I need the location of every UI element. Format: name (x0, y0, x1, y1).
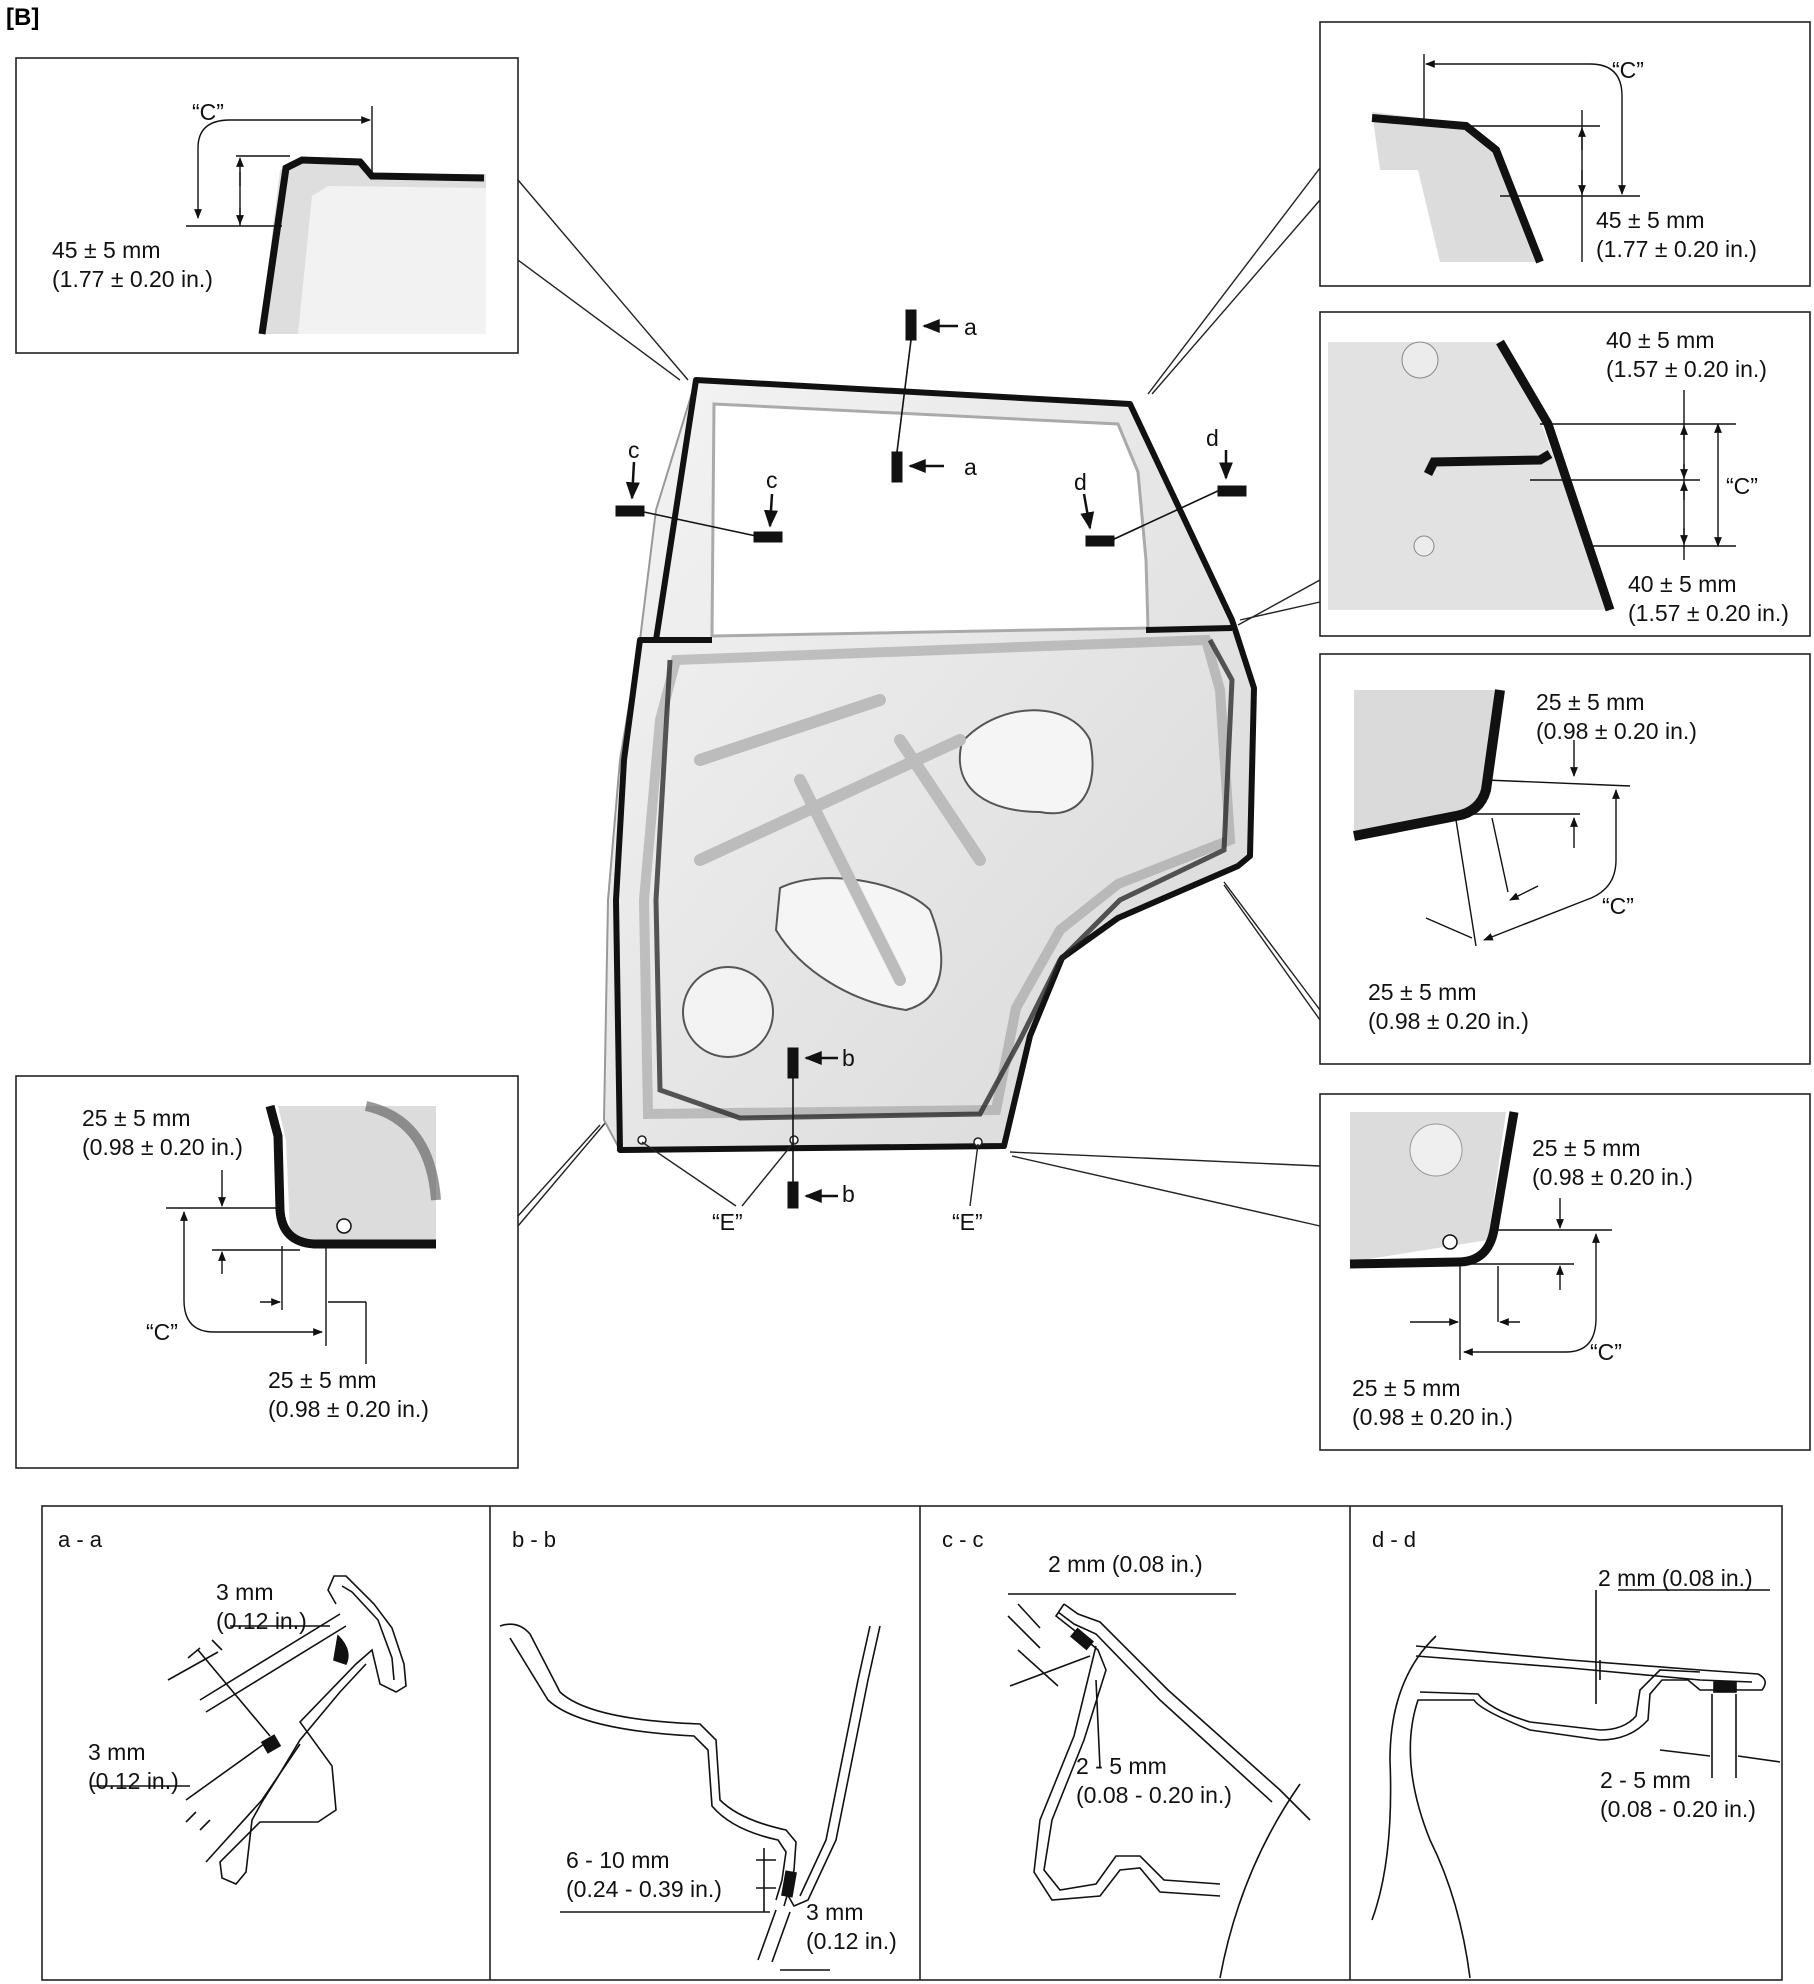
xsection-bb-art (499, 1623, 881, 1971)
detail-box-rear-corner (1319, 653, 1811, 1065)
callout-rear-corner-lower: 25 ± 5 mm (0.98 ± 0.20 in.) (1368, 979, 1529, 1034)
mark-C-rear-corner: “C” (1602, 893, 1634, 919)
detail-bottom-right-art (1349, 1111, 1612, 1360)
xsection-cc-title: c - c (942, 1527, 984, 1552)
xsection-aa-lower-dim: 3 mm (0.12 in.) (88, 1739, 179, 1794)
section-mark-b-top: b (842, 1045, 855, 1071)
cross-section-strip (41, 1505, 1783, 1981)
callout-belt-right-lower: 40 ± 5 mm (1.57 ± 0.20 in.) (1628, 571, 1789, 626)
section-mark-c-left: c (628, 437, 640, 463)
detail-box-bottom-left (15, 1075, 519, 1469)
xsection-aa-art (90, 1575, 407, 1885)
detail-box-bottom-right (1319, 1093, 1811, 1451)
callout-bottom-right-lower: 25 ± 5 mm (0.98 ± 0.20 in.) (1352, 1375, 1513, 1430)
xsection-bb-gap-dim: 6 - 10 mm (0.24 - 0.39 in.) (566, 1847, 722, 1902)
mark-C-belt-right: “C” (1726, 473, 1758, 499)
xsection-cc-art (1007, 1593, 1311, 1979)
detail-box-belt-right (1319, 311, 1811, 637)
section-mark-b-bottom: b (842, 1181, 855, 1207)
callout-belt-right-upper: 40 ± 5 mm (1.57 ± 0.20 in.) (1606, 327, 1767, 382)
callout-top-left: 45 ± 5 mm (1.77 ± 0.20 in.) (52, 237, 213, 292)
mark-C-top-right: “C” (1612, 57, 1644, 83)
callout-bottom-right-upper: 25 ± 5 mm (0.98 ± 0.20 in.) (1532, 1135, 1693, 1190)
section-mark-c-right: c (766, 467, 778, 493)
xsection-bb-thick-dim: 3 mm (0.12 in.) (806, 1899, 897, 1954)
callout-top-right: 45 ± 5 mm (1.77 ± 0.20 in.) (1596, 207, 1757, 262)
xsection-dd-thick-dim: 2 mm (0.08 in.) (1598, 1565, 1753, 1591)
xsection-dd-art (1371, 1589, 1781, 1979)
section-mark-a-bottom: a (964, 454, 977, 480)
callout-bottom-left-lower: 25 ± 5 mm (0.98 ± 0.20 in.) (268, 1367, 429, 1422)
xsection-aa-title: a - a (58, 1527, 103, 1552)
detail-belt-right-art (1328, 339, 1736, 612)
detail-bottom-left-art (166, 1101, 441, 1364)
detail-box-top-left (15, 57, 519, 354)
section-marks (615, 309, 1247, 1209)
rear-door-illustration (602, 377, 1257, 1153)
callout-rear-corner-upper: 25 ± 5 mm (0.98 ± 0.20 in.) (1536, 689, 1697, 744)
xsection-dd-title: d - d (1372, 1527, 1417, 1552)
callout-bottom-left-upper: 25 ± 5 mm (0.98 ± 0.20 in.) (82, 1105, 243, 1160)
mark-E-leaders (641, 1141, 979, 1207)
xsection-aa-upper-dim: 3 mm (0.12 in.) (216, 1579, 307, 1634)
xsection-cc-thick-dim: 2 mm (0.08 in.) (1048, 1551, 1203, 1577)
section-mark-a-top: a (964, 314, 977, 340)
mark-E-left: “E” (712, 1209, 743, 1235)
xsection-cc-gap-dim: 2 - 5 mm (0.08 - 0.20 in.) (1076, 1753, 1232, 1808)
detail-rear-corner-art (1353, 689, 1631, 947)
mark-E-right: “E” (952, 1209, 983, 1235)
detail-top-left-art (186, 106, 486, 335)
detail-top-right-art (1371, 54, 1640, 264)
mark-C-bottom-right: “C” (1590, 1339, 1622, 1365)
detail-box-top-right (1319, 21, 1811, 287)
mark-C-bottom-left: “C” (146, 1319, 178, 1345)
section-mark-d-left: d (1074, 469, 1087, 495)
mark-C-top-left: “C” (192, 99, 224, 125)
xsection-bb-title: b - b (512, 1527, 557, 1552)
figure-tag: [B] (6, 4, 40, 31)
xsection-dd-gap-dim: 2 - 5 mm (0.08 - 0.20 in.) (1600, 1767, 1756, 1822)
leader-lines (517, 167, 1321, 1227)
section-mark-d-right: d (1206, 425, 1219, 451)
